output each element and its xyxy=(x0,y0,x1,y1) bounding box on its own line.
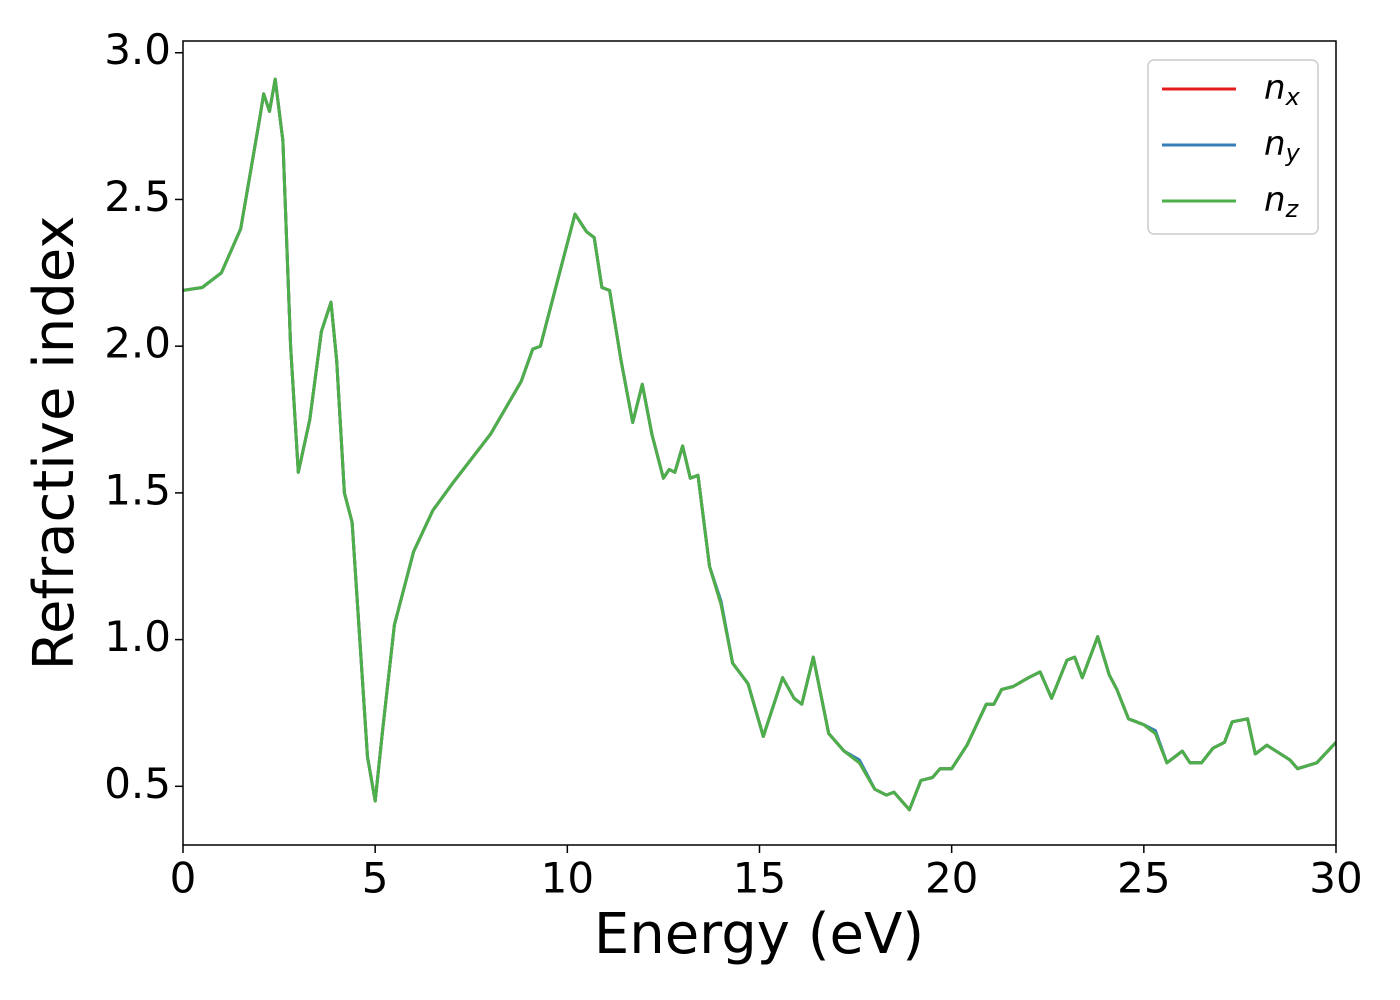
legend-box xyxy=(1147,59,1319,235)
y-axis-label: Refractive index xyxy=(22,216,87,671)
y-tick-label: 2.0 xyxy=(104,319,171,368)
x-tick-label: 15 xyxy=(733,854,786,903)
y-tick-label: 2.5 xyxy=(104,172,171,221)
x-tick-label: 10 xyxy=(541,854,594,903)
x-axis-label: Energy (eV) xyxy=(594,902,924,967)
y-tick-label: 3.0 xyxy=(104,25,171,74)
plot-frame xyxy=(182,40,1337,846)
legend-label: ny xyxy=(1264,124,1301,168)
x-tick-label: 5 xyxy=(362,854,389,903)
legend-label: nx xyxy=(1264,68,1301,112)
x-tick-label: 25 xyxy=(1117,854,1170,903)
y-tick-label: 1.5 xyxy=(104,465,171,514)
y-tick-label: 1.0 xyxy=(104,612,171,661)
legend-label: nz xyxy=(1264,180,1300,224)
data-line xyxy=(183,77,1336,812)
x-tick-label: 20 xyxy=(925,854,978,903)
x-tick-label: 30 xyxy=(1309,854,1362,903)
x-tick-label: 0 xyxy=(170,854,197,903)
y-tick-label: 0.5 xyxy=(104,759,171,808)
